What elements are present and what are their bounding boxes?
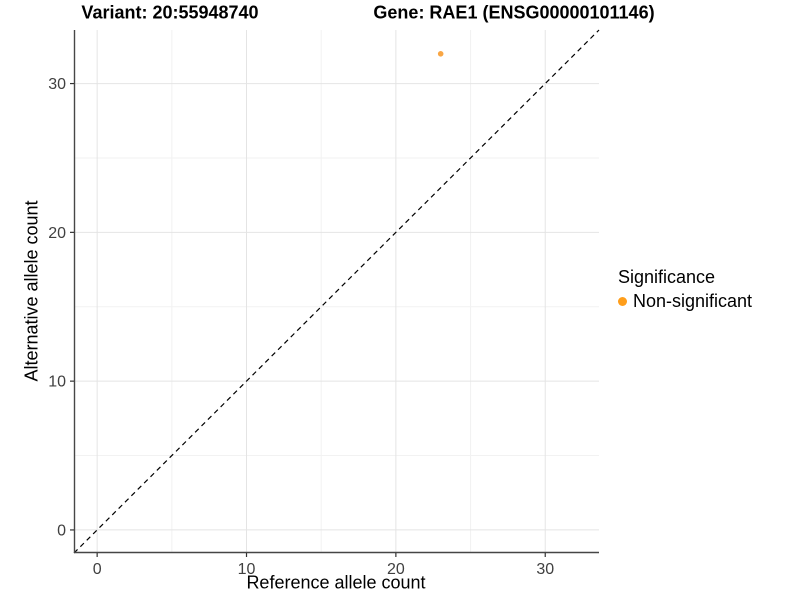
y-axis-title: Alternative allele count bbox=[21, 200, 42, 382]
legend-item-label: Non-significant bbox=[633, 291, 753, 311]
plot-panel: 0 10 20 30 0 10 20 30 bbox=[48, 29, 600, 578]
x-tick-label: 0 bbox=[93, 561, 102, 578]
y-tick-label: 30 bbox=[48, 76, 66, 93]
x-tick-label: 30 bbox=[536, 561, 554, 578]
data-point bbox=[437, 51, 444, 57]
plot-title-gene: Gene: RAE1 (ENSG00000101146) bbox=[373, 2, 655, 23]
x-tick-label: 10 bbox=[238, 561, 256, 578]
plot-title-variant: Variant: 20:55948740 bbox=[81, 2, 259, 23]
identity-line bbox=[73, 29, 600, 554]
y-tick-label: 20 bbox=[48, 225, 66, 242]
legend: Significance Non-significant bbox=[616, 267, 752, 312]
legend-item: Non-significant bbox=[616, 291, 752, 312]
legend-title: Significance bbox=[618, 267, 716, 287]
y-tick-label: 10 bbox=[48, 374, 66, 391]
legend-point-swatch bbox=[618, 297, 627, 306]
y-tick-label: 0 bbox=[57, 522, 66, 539]
x-tick-label: 20 bbox=[387, 561, 405, 578]
x-axis-title: Reference allele count bbox=[246, 572, 426, 593]
